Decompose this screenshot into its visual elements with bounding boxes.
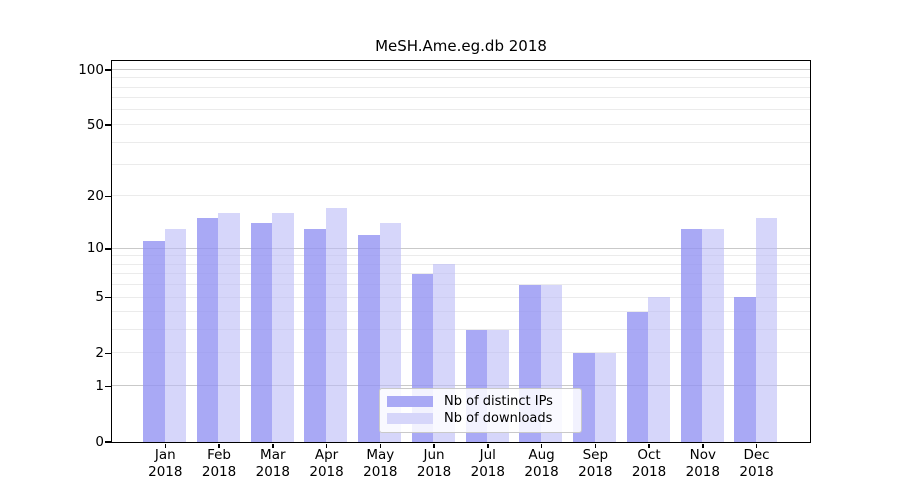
- x-tick-apr: [325, 443, 328, 449]
- y-label-0: 0: [95, 433, 104, 450]
- y-tick-10: [105, 248, 111, 250]
- x-label-jan: Jan 2018: [133, 447, 197, 480]
- legend-entry-distinct-ips: Nb of distinct IPs: [387, 394, 573, 411]
- legend-swatch-downloads: [387, 412, 433, 424]
- bar-downloads-mar: [272, 213, 294, 442]
- gridline-minor-4: [112, 311, 810, 313]
- legend-entry-downloads: Nb of downloads: [387, 410, 573, 427]
- bar-distinct-ips-apr: [304, 228, 326, 442]
- x-tick-may: [379, 443, 382, 449]
- x-tick-mar: [272, 443, 274, 449]
- y-tick-100: [105, 69, 111, 71]
- bar-distinct-ips-mar: [250, 223, 273, 442]
- y-tick-20: [105, 195, 111, 198]
- gridline-major-100: [112, 68, 810, 70]
- x-label-year: 2018: [739, 463, 774, 480]
- x-label-mar: Mar 2018: [241, 447, 305, 480]
- y-tick-50: [105, 124, 111, 126]
- gridline-minor-7: [112, 273, 810, 275]
- x-label-year: 2018: [524, 463, 559, 480]
- legend: Nb of distinct IPs Nb of downloads: [379, 387, 582, 433]
- bar-distinct-ips-feb: [196, 217, 219, 442]
- x-tick-feb: [218, 443, 220, 449]
- x-label-nov: Nov 2018: [671, 447, 735, 480]
- y-label-20: 20: [86, 188, 104, 205]
- gridline-minor-60: [112, 109, 810, 111]
- y-tick-1: [105, 385, 111, 388]
- x-label-feb: Feb 2018: [187, 447, 251, 480]
- x-label-year: 2018: [685, 463, 720, 480]
- x-label-year: 2018: [255, 463, 290, 480]
- x-label-year: 2018: [201, 463, 237, 480]
- gridline-minor-3: [112, 329, 810, 331]
- x-tick-aug: [540, 443, 543, 449]
- x-label-year: 2018: [631, 463, 667, 480]
- y-label-100: 100: [78, 61, 104, 78]
- x-label-year: 2018: [309, 463, 344, 480]
- gridline-minor-5: [112, 296, 810, 298]
- x-tick-nov: [702, 443, 704, 449]
- gridline-minor-20: [112, 195, 810, 197]
- gridline-minor-90: [112, 77, 810, 79]
- bar-distinct-ips-dec: [734, 297, 756, 442]
- x-label-year: 2018: [578, 463, 613, 480]
- bar-downloads-sep: [594, 352, 617, 442]
- y-label-5: 5: [95, 289, 104, 306]
- x-tick-dec: [755, 443, 758, 449]
- chart-title: MeSH.Ame.eg.db 2018: [375, 37, 547, 55]
- gridline-minor-9: [112, 255, 810, 257]
- y-label-2: 2: [95, 345, 104, 362]
- x-tick-jan: [164, 443, 167, 449]
- bar-distinct-ips-may: [358, 234, 380, 442]
- x-label-jul: Jul 2018: [456, 447, 520, 480]
- y-tick-0: [105, 441, 111, 443]
- x-label-year: 2018: [148, 463, 183, 480]
- y-label-1: 1: [95, 377, 104, 394]
- bar-downloads-nov: [702, 228, 724, 442]
- bar-downloads-dec: [755, 217, 778, 442]
- x-label-sep: Sep 2018: [563, 447, 627, 480]
- x-label-apr: Apr 2018: [295, 447, 359, 480]
- y-label-10: 10: [86, 240, 104, 257]
- x-label-dec: Dec 2018: [725, 447, 789, 480]
- bar-downloads-apr: [325, 208, 348, 442]
- y-label-50: 50: [86, 116, 104, 133]
- x-tick-oct: [648, 443, 650, 449]
- gridline-minor-2: [112, 352, 810, 354]
- x-label-year: 2018: [416, 463, 452, 480]
- gridline-minor-6: [112, 284, 810, 286]
- legend-label-distinct-ips: Nb of distinct IPs: [444, 394, 553, 410]
- x-label-may: May 2018: [348, 447, 412, 480]
- x-label-aug: Aug 2018: [510, 447, 574, 480]
- y-tick-2: [105, 352, 111, 355]
- gridline-minor-8: [112, 263, 810, 265]
- x-tick-sep: [594, 443, 597, 449]
- bar-distinct-ips-oct: [626, 311, 649, 442]
- bar-downloads-oct: [648, 297, 670, 442]
- x-label-oct: Oct 2018: [617, 447, 681, 480]
- bar-distinct-ips-jan: [143, 241, 165, 442]
- x-label-jun: Jun 2018: [402, 447, 466, 480]
- x-label-year: 2018: [470, 463, 505, 480]
- gridline-major-10: [112, 247, 810, 249]
- bar-distinct-ips-nov: [680, 228, 703, 442]
- bar-downloads-feb: [218, 213, 240, 442]
- gridline-minor-50: [112, 123, 810, 125]
- gridline-minor-30: [112, 164, 810, 166]
- legend-swatch-distinct-ips: [387, 396, 433, 408]
- bar-downloads-jan: [164, 228, 187, 442]
- x-tick-jul: [487, 443, 489, 449]
- bar-downloads-may: [379, 223, 402, 442]
- x-label-year: 2018: [363, 463, 398, 480]
- plot-area: Nb of distinct IPs Nb of downloads: [111, 59, 811, 443]
- gridline-minor-70: [112, 97, 810, 99]
- legend-label-downloads: Nb of downloads: [444, 410, 553, 426]
- gridline-minor-40: [112, 141, 810, 143]
- y-tick-5: [105, 296, 111, 299]
- x-tick-jun: [433, 443, 435, 449]
- gridline-minor-80: [112, 86, 810, 88]
- gridline-major-1: [112, 385, 810, 387]
